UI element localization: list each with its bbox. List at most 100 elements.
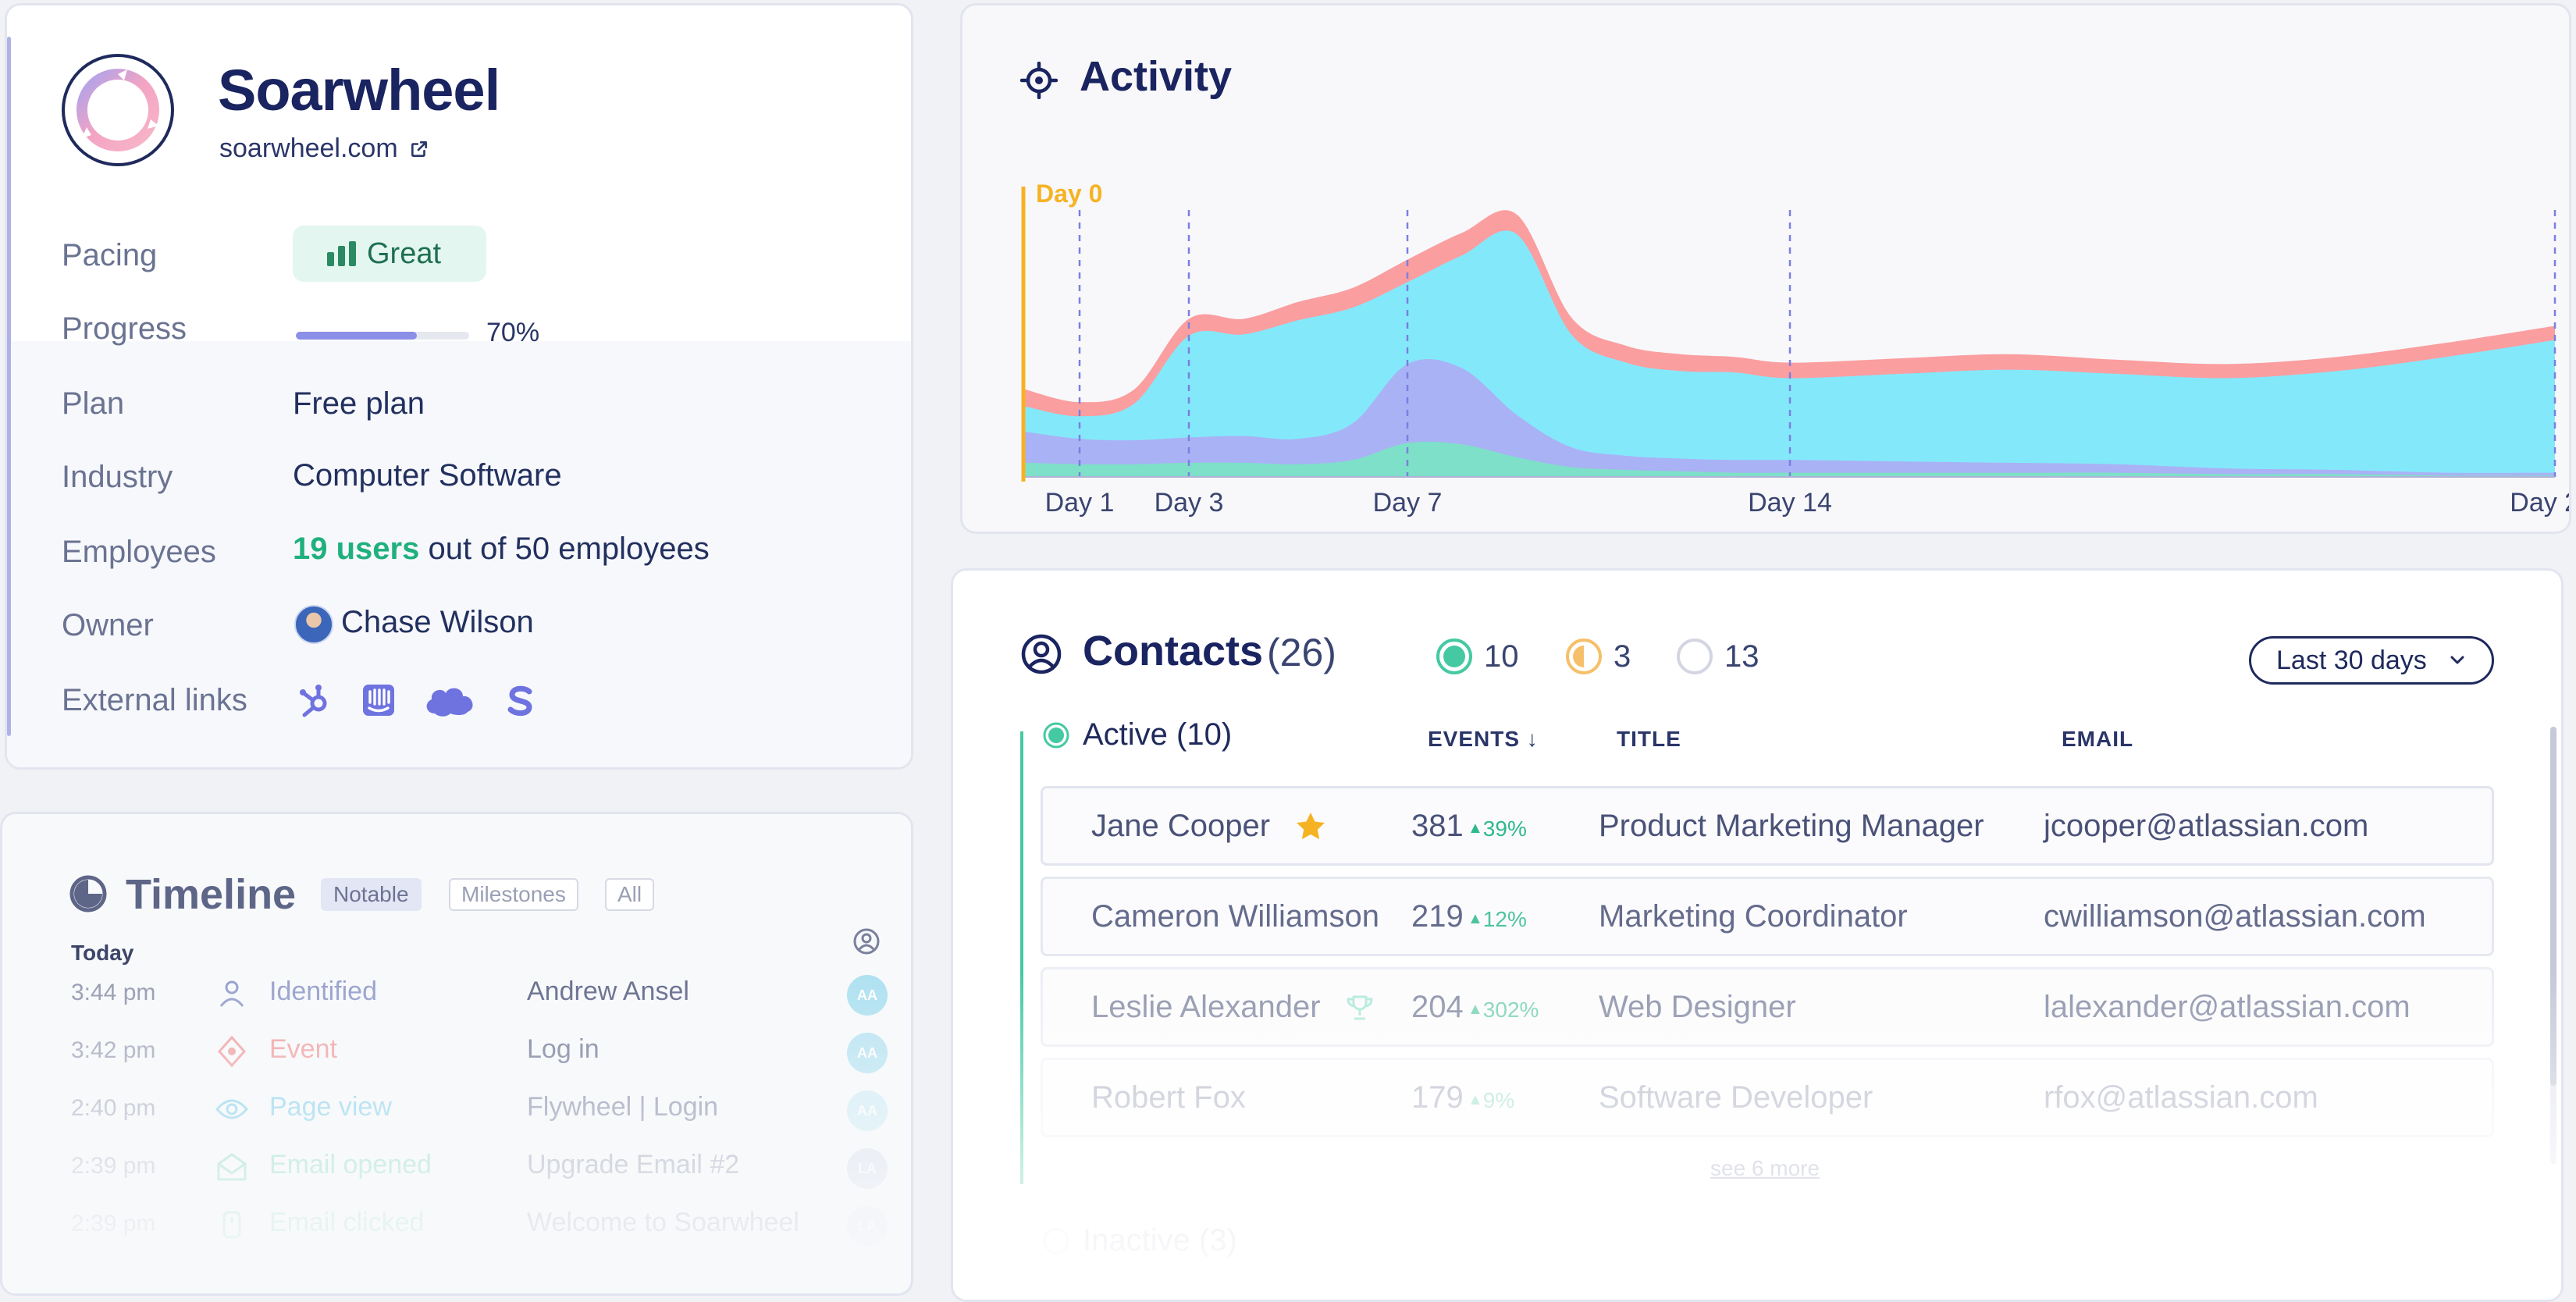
active-status-icon	[1043, 722, 1069, 748]
stat-partial-value: 3	[1614, 639, 1631, 674]
stat-inactive[interactable]: 13	[1676, 638, 1759, 675]
contacts-scrollbar[interactable]	[2550, 727, 2556, 1164]
column-events[interactable]: EVENTS ↓	[1428, 727, 1539, 751]
cursor-icon	[215, 1208, 249, 1242]
contact-email[interactable]: cwilliamson@atlassian.com	[2044, 899, 2426, 934]
hubspot-icon[interactable]	[294, 680, 335, 720]
owner-label: Owner	[62, 608, 154, 642]
inactive-group-header[interactable]: Inactive (3)	[1042, 1223, 1237, 1258]
contact-title: Software Developer	[1599, 1080, 1873, 1115]
person-icon	[215, 976, 249, 1011]
avatar[interactable]: LA	[847, 1206, 888, 1247]
filter-all[interactable]: All	[605, 878, 655, 911]
target-icon	[215, 1034, 249, 1069]
event-type: Identified	[269, 976, 377, 1006]
stat-active[interactable]: 10	[1436, 638, 1519, 675]
see-more-link[interactable]: see 6 more	[1710, 1156, 1820, 1180]
timeline-event-row[interactable]: 2:39 pm Email clicked Welcome to Soarwheel…	[2, 1203, 911, 1250]
contact-name-cell: Leslie Alexander	[1091, 990, 1375, 1025]
active-group-header[interactable]: Active (10)	[1042, 717, 1232, 752]
intercom-icon[interactable]	[358, 680, 399, 720]
event-type: Page view	[269, 1092, 392, 1122]
partial-status-icon	[1566, 639, 1602, 674]
contact-name[interactable]: Jane Cooper	[1091, 809, 1271, 843]
x-tick-label: Day 14	[1748, 488, 1832, 518]
contact-email[interactable]: jcooper@atlassian.com	[2044, 809, 2369, 843]
activity-chart: Day 1 Day 3 Day 7 Day 14 Day 28 Day 0	[1021, 180, 2569, 518]
salesforce-icon[interactable]	[422, 680, 477, 720]
date-range-select[interactable]: Last 30 days	[2249, 636, 2494, 685]
eye-icon	[215, 1092, 249, 1126]
pacing-badge: Great	[293, 226, 486, 282]
stat-inactive-value: 13	[1724, 639, 1759, 674]
owner-value[interactable]: Chase Wilson	[341, 605, 534, 639]
company-card: Soarwheel soarwheel.com Pacing Great Pro…	[5, 3, 913, 770]
user-circle-icon	[1021, 634, 1062, 674]
table-row[interactable]: Leslie Alexander 204 ▲302% Web Designer lale…	[1041, 967, 2494, 1047]
events-delta: ▲12%	[1468, 907, 1527, 932]
timeline-event-row[interactable]: 3:42 pm Event Log in AA	[2, 1030, 911, 1076]
table-row[interactable]: Jane Cooper 381 ▲39% Product Marketing Mana…	[1041, 786, 2494, 866]
envelope-open-icon	[215, 1150, 249, 1184]
avatar[interactable]: AA	[847, 975, 888, 1016]
start-marker-label: Day 0	[1036, 180, 1102, 208]
table-row[interactable]: Robert Fox 179 ▲9% Software Developer rfox@a…	[1041, 1058, 2494, 1137]
event-subject[interactable]: Welcome to Soarwheel	[527, 1208, 799, 1237]
event-subject[interactable]: Log in	[527, 1034, 600, 1064]
progress-bar	[296, 332, 469, 340]
avatar[interactable]: LA	[847, 1148, 888, 1189]
event-subject[interactable]: Flywheel | Login	[527, 1092, 719, 1122]
employees-total: out of 50 employees	[419, 532, 710, 566]
contact-email[interactable]: lalexander@atlassian.com	[2044, 990, 2411, 1024]
contacts-count: (26)	[1267, 631, 1336, 674]
contact-email[interactable]: rfox@atlassian.com	[2044, 1080, 2318, 1115]
avatar[interactable]: AA	[847, 1090, 888, 1131]
company-domain-link[interactable]: soarwheel.com	[219, 133, 429, 164]
event-subject[interactable]: Andrew Ansel	[527, 976, 689, 1006]
chevron-down-icon	[2450, 656, 2464, 664]
contact-name[interactable]: Robert Fox	[1091, 1080, 1246, 1115]
events-delta: ▲9%	[1468, 1088, 1514, 1113]
contact-title: Marketing Coordinator	[1599, 899, 1908, 934]
date-range-value: Last 30 days	[2276, 645, 2427, 675]
event-subject[interactable]: Upgrade Email #2	[527, 1150, 740, 1179]
event-time: 3:42 pm	[71, 1037, 156, 1063]
pacing-label: Pacing	[62, 238, 158, 272]
stripe-icon[interactable]	[500, 680, 541, 720]
scrollbar-thumb[interactable]	[2550, 727, 2556, 1086]
contact-events: 204	[1411, 990, 1464, 1024]
external-link-icon	[411, 141, 427, 157]
timeline-event-row[interactable]: 2:40 pm Page view Flywheel | Login AA	[2, 1087, 911, 1134]
table-row[interactable]: Cameron Williamson 219 ▲12% Marketing Coord…	[1041, 877, 2494, 956]
contact-events: 381	[1411, 809, 1464, 843]
timeline-event-row[interactable]: 3:44 pm Identified Andrew Ansel AA	[2, 972, 911, 1019]
timeline-event-row[interactable]: 2:39 pm Email opened Upgrade Email #2 LA	[2, 1145, 911, 1192]
x-tick-label: Day 3	[1155, 488, 1224, 518]
events-delta-value: 12%	[1482, 907, 1527, 931]
employees-users[interactable]: 19 users	[293, 532, 420, 566]
timeline-card: Timeline Notable Milestones All Today 3:…	[0, 812, 913, 1296]
stat-partial[interactable]: 3	[1565, 638, 1631, 675]
delta-up-icon: ▲	[1468, 910, 1483, 927]
company-domain-text: soarwheel.com	[219, 133, 398, 163]
avatar[interactable]: AA	[847, 1033, 888, 1073]
events-delta-value: 9%	[1482, 1088, 1515, 1112]
contact-name[interactable]: Cameron Williamson	[1091, 899, 1379, 934]
filter-milestones[interactable]: Milestones	[449, 878, 578, 911]
inactive-group-label: Inactive (3)	[1083, 1223, 1237, 1258]
events-delta: ▲39%	[1468, 816, 1527, 841]
contacts-card: Contacts (26) 10 3 13 Last 30 days Activ…	[951, 568, 2564, 1302]
company-name: Soarwheel	[218, 58, 500, 123]
active-group-label: Active (10)	[1083, 717, 1233, 752]
filter-notable[interactable]: Notable	[321, 878, 422, 911]
column-title[interactable]: TITLE	[1617, 727, 1681, 751]
target-icon	[1020, 62, 1058, 99]
contact-name[interactable]: Leslie Alexander	[1091, 990, 1321, 1024]
user-filter-icon[interactable]	[852, 927, 881, 956]
employees-label: Employees	[62, 535, 216, 569]
event-time: 3:44 pm	[71, 980, 156, 1005]
contact-name-cell: Robert Fox	[1091, 1080, 1246, 1115]
contact-name-cell: Cameron Williamson	[1091, 899, 1379, 934]
column-email[interactable]: EMAIL	[2062, 727, 2134, 751]
